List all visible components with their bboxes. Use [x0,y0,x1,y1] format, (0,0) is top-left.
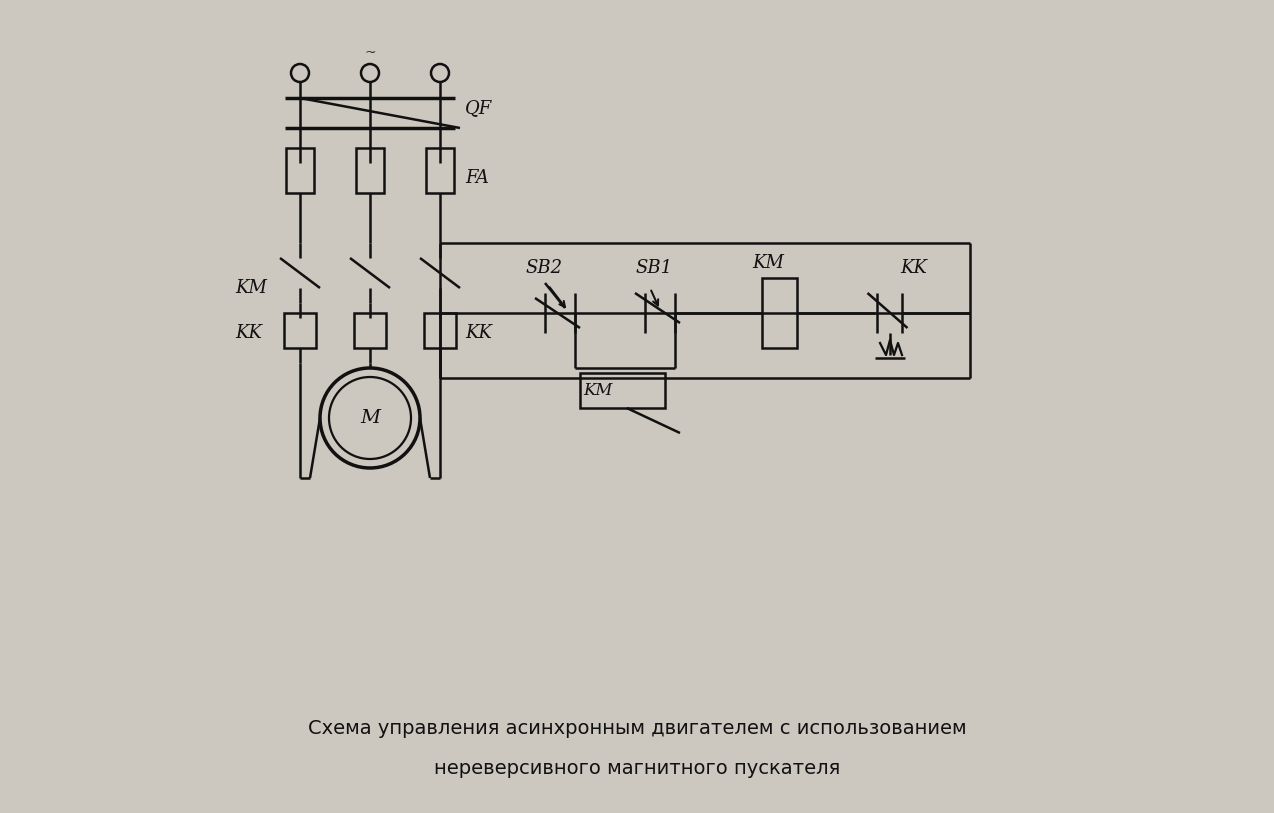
Bar [355,148,383,193]
Bar [285,148,313,193]
Bar [284,313,316,348]
Text: ~: ~ [364,46,376,60]
Text: KK: KK [234,324,262,342]
Text: QF: QF [465,99,492,117]
Text: KK: KK [465,324,492,342]
Text: FA: FA [465,169,489,187]
Text: SB2: SB2 [525,259,562,277]
Text: M: M [361,409,380,427]
Text: KM: KM [234,279,266,297]
Bar [426,148,454,193]
Text: нереверсивного магнитного пускателя: нереверсивного магнитного пускателя [434,759,840,777]
Text: KK: KK [899,259,927,277]
Text: KM: KM [752,254,784,272]
Text: Схема управления асинхронным двигателем с использованием: Схема управления асинхронным двигателем … [308,719,966,737]
Bar [424,313,456,348]
Bar [763,278,798,348]
Text: SB1: SB1 [634,259,673,277]
Bar [580,373,665,408]
Text: KM: KM [583,382,613,399]
Bar [354,313,386,348]
